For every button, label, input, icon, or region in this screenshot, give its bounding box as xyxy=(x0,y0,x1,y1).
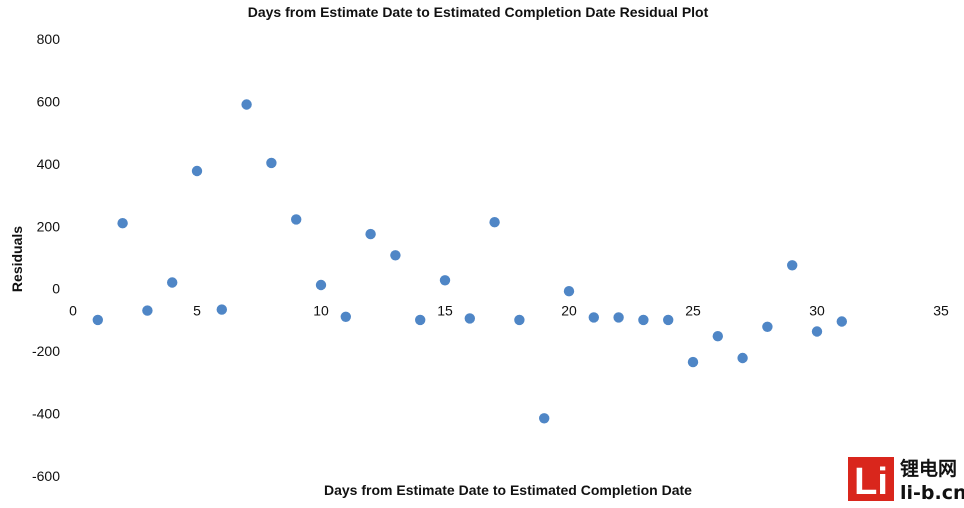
data-point xyxy=(117,218,128,229)
y-tick-label: 200 xyxy=(37,218,61,234)
data-point xyxy=(142,305,153,316)
chart-title: Days from Estimate Date to Estimated Com… xyxy=(248,4,709,20)
x-tick-label: 15 xyxy=(437,303,453,319)
data-point xyxy=(390,250,401,261)
data-point xyxy=(415,314,426,326)
data-point xyxy=(737,352,748,364)
data-point xyxy=(167,277,178,288)
data-point xyxy=(241,99,252,110)
y-tick-label: 600 xyxy=(37,93,61,109)
data-point xyxy=(489,217,500,228)
data-point xyxy=(216,304,227,315)
data-point xyxy=(811,326,823,337)
x-tick-label: 10 xyxy=(313,303,329,319)
data-point xyxy=(638,314,649,326)
data-point xyxy=(92,314,104,326)
watermark-logo: Li 锂电网 li-b.cn xyxy=(846,455,964,504)
x-tick-label: 35 xyxy=(933,303,949,319)
data-point xyxy=(539,413,550,424)
svg-text:Li: Li xyxy=(854,461,888,503)
data-point xyxy=(762,321,773,332)
y-tick-label: -400 xyxy=(32,406,60,422)
y-tick-label: 800 xyxy=(37,31,61,47)
data-point xyxy=(315,279,327,291)
y-tick-label: 400 xyxy=(37,156,61,172)
data-point xyxy=(836,316,847,327)
svg-text:锂电网: 锂电网 xyxy=(900,457,957,480)
svg-text:li-b.cn: li-b.cn xyxy=(900,482,964,503)
y-axis-title: Residuals xyxy=(9,226,25,292)
x-tick-label: 20 xyxy=(561,303,577,319)
data-point xyxy=(191,165,203,177)
data-point xyxy=(687,356,699,368)
x-tick-label: 25 xyxy=(685,303,701,319)
data-point xyxy=(563,286,575,297)
x-axis-ticks: 0 5 10 15 20 25 30 35 xyxy=(69,303,949,319)
x-axis-title: Days from Estimate Date to Estimated Com… xyxy=(324,482,692,498)
y-tick-label: 0 xyxy=(52,281,60,297)
data-point xyxy=(266,157,277,169)
data-point xyxy=(613,312,624,323)
y-tick-label: -600 xyxy=(32,468,60,484)
data-point xyxy=(588,312,599,323)
y-tick-label: -200 xyxy=(32,343,60,359)
data-point xyxy=(514,314,525,326)
data-point xyxy=(663,314,674,326)
data-point xyxy=(291,214,302,225)
x-tick-label: 5 xyxy=(193,303,201,319)
data-point xyxy=(365,228,376,240)
data-point xyxy=(340,311,351,322)
data-point xyxy=(787,260,798,271)
x-tick-label: 0 xyxy=(69,303,77,319)
data-point xyxy=(464,313,475,324)
data-point xyxy=(712,331,723,342)
data-point xyxy=(439,275,451,286)
x-tick-label: 30 xyxy=(809,303,825,319)
y-axis-ticks: 800 600 400 200 0 -200 -400 -600 xyxy=(32,31,60,484)
data-points xyxy=(92,99,847,424)
